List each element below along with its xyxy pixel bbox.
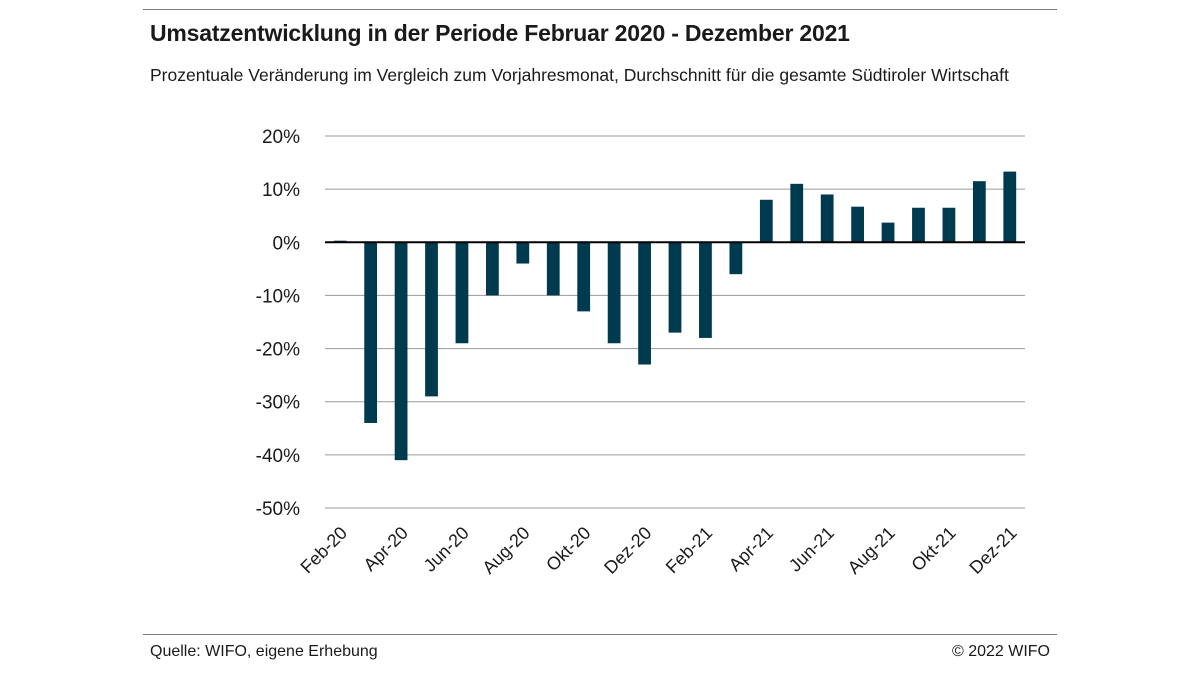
bar-Dez-20 [638,242,651,365]
gridlines [325,135,1025,509]
chart-title: Umsatzentwicklung in der Periode Februar… [150,20,850,46]
bar-Nov-20 [607,242,621,344]
y-tick-label: -50% [256,499,300,520]
bar-Jan-21 [668,242,682,333]
x-tick-labels: Feb-20 Apr-20 Jun-20 Aug-20 Okt-20 Dez-20 Feb-… [297,523,1021,578]
y-tick-label: -10% [256,286,300,307]
x-tick-label: Dez-21 [965,523,1020,578]
bar-Jun-20 [455,242,469,344]
y-tick-label: 0% [273,233,301,254]
top-rule [143,9,1057,10]
x-tick-label: Feb-20 [297,523,351,577]
y-tick-label: -30% [256,393,300,414]
x-tick-label: Feb-21 [662,523,716,577]
x-tick-label: Jun-20 [420,523,473,576]
x-tick-label: Dez-20 [600,523,655,578]
y-tick-labels: 20% 10% 0% -10% -20% -30% -40% -50% [256,127,300,520]
bar-Jul-20 [486,242,499,296]
bar-Sep-20 [546,242,560,296]
x-tick-label: Okt-20 [542,523,594,575]
bars [333,171,1017,461]
chart-subtitle: Prozentuale Veränderung im Vergleich zum… [150,65,1009,85]
bar-Mär-20 [364,242,378,423]
y-tick-label: 20% [262,127,300,148]
y-tick-label: 10% [262,180,300,201]
bar-Mai-21 [790,183,804,243]
bar-Apr-20 [394,242,408,461]
y-tick-label: -40% [256,446,300,467]
bottom-rule [143,634,1057,635]
x-tick-label: Jun-21 [785,523,838,576]
source-note: Quelle: WIFO, eigene Erhebung [150,643,378,660]
bar-Okt-20 [577,242,591,312]
bar-Nov-21 [972,181,986,243]
y-tick-label: -20% [256,340,300,361]
bar-Sep-21 [912,207,925,243]
x-tick-label: Okt-21 [907,523,959,575]
bar-Dez-21 [1003,171,1017,243]
bar-Apr-21 [759,199,773,243]
x-tick-label: Apr-21 [725,523,777,575]
copyright-note: © 2022 WIFO [951,643,1050,660]
x-tick-label: Aug-21 [844,523,899,578]
bar-Jul-21 [851,206,864,243]
bar-Jun-21 [820,194,834,243]
bar-Aug-20 [516,242,530,264]
bar-Okt-21 [942,207,956,243]
x-tick-label: Aug-20 [478,523,533,578]
bar-Aug-21 [881,222,895,243]
bar-Mai-20 [425,242,438,397]
x-tick-label: Apr-20 [360,523,412,575]
bar-Mär-21 [729,242,743,275]
bar-Feb-21 [699,242,712,338]
